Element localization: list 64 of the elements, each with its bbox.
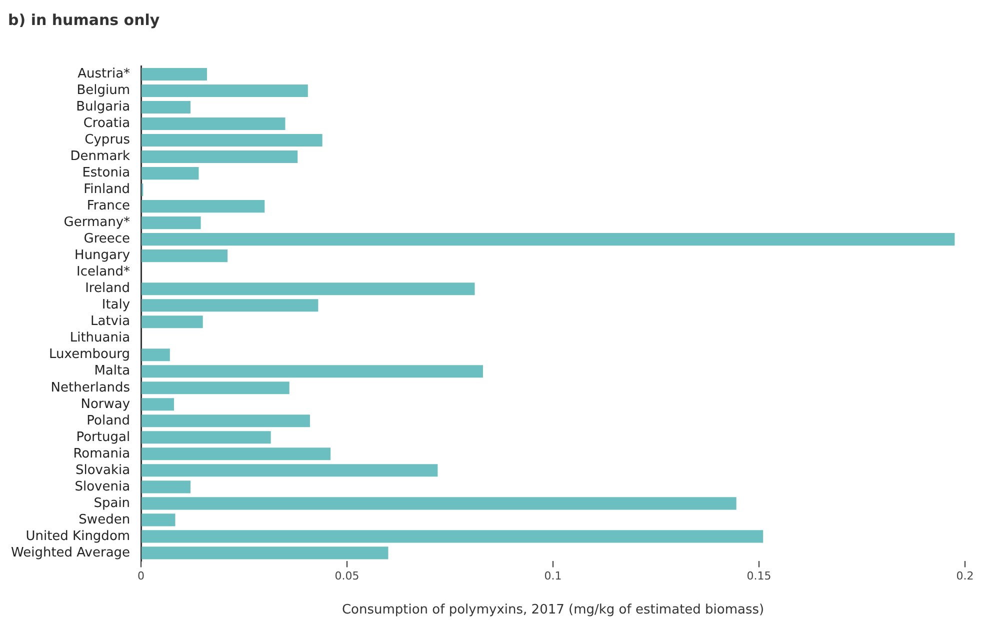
- bar: [142, 431, 271, 444]
- bar: [142, 398, 174, 411]
- bar: [142, 497, 736, 510]
- bar: [142, 382, 290, 394]
- y-tick-label: Denmark: [70, 149, 131, 164]
- y-tick-label: Belgium: [76, 83, 130, 98]
- bar: [142, 250, 228, 262]
- bar: [142, 118, 286, 130]
- y-tick-label: Germany*: [64, 215, 131, 230]
- y-tick-label: Austria*: [78, 66, 131, 82]
- bar: [142, 167, 199, 180]
- y-tick-label: Malta: [94, 364, 130, 379]
- y-tick-label: Norway: [80, 396, 130, 412]
- bar: [142, 365, 483, 378]
- y-tick-label: Romania: [73, 446, 130, 462]
- y-tick-label: Estonia: [82, 166, 130, 181]
- y-tick-label: Portugal: [76, 430, 130, 445]
- y-tick-label: Netherlands: [50, 380, 130, 396]
- bar: [142, 282, 475, 296]
- y-tick-label: Greece: [84, 232, 130, 247]
- bar: [142, 480, 190, 494]
- y-tick-label: Ireland: [85, 281, 130, 296]
- bar: [142, 150, 298, 164]
- bar: [142, 84, 308, 98]
- x-tick-label: 0.1: [544, 570, 562, 583]
- bar: [142, 464, 438, 477]
- y-tick-label: Weighted Average: [10, 545, 130, 560]
- bar: [142, 134, 322, 147]
- bar: [142, 68, 207, 81]
- chart-title: b) in humans only: [8, 10, 160, 29]
- bar: [142, 316, 203, 328]
- bar: [142, 233, 955, 246]
- x-tick-label: 0: [138, 570, 145, 583]
- y-tick-label: Italy: [102, 298, 130, 313]
- y-tick-label: Hungary: [74, 248, 130, 264]
- y-tick-label: Cyprus: [84, 132, 130, 148]
- y-tick-label: Croatia: [83, 116, 130, 132]
- x-axis-title: Consumption of polymyxins, 2017 (mg/kg of estimated biomass): [342, 602, 764, 618]
- bar: [142, 348, 170, 362]
- x-tick-label: 0.2: [956, 570, 974, 583]
- bar: [142, 299, 318, 312]
- y-tick-label: Iceland*: [76, 264, 131, 280]
- y-tick-label: United Kingdom: [26, 528, 130, 544]
- bar: [142, 448, 331, 460]
- y-tick-label: Finland: [84, 182, 130, 198]
- bar: [142, 216, 201, 230]
- bar: [142, 530, 764, 543]
- y-tick-label: Slovenia: [74, 479, 130, 494]
- bar: [142, 200, 265, 213]
- y-tick-label: France: [86, 198, 130, 214]
- y-tick-label: Lithuania: [70, 330, 130, 346]
- bar: [142, 514, 176, 526]
- y-tick-label: Latvia: [90, 314, 130, 330]
- bar: [142, 546, 388, 560]
- y-tick-label: Slovakia: [75, 462, 130, 478]
- y-tick-label: Bulgaria: [76, 100, 130, 115]
- y-tick-label: Spain: [94, 496, 130, 511]
- bar: [142, 100, 190, 114]
- y-tick-label: Poland: [86, 413, 130, 428]
- bar: [142, 414, 310, 428]
- x-tick-label: 0.05: [334, 570, 360, 583]
- y-tick-label: Sweden: [78, 512, 130, 528]
- x-tick-label: 0.15: [746, 570, 772, 583]
- y-tick-label: Luxembourg: [49, 347, 130, 362]
